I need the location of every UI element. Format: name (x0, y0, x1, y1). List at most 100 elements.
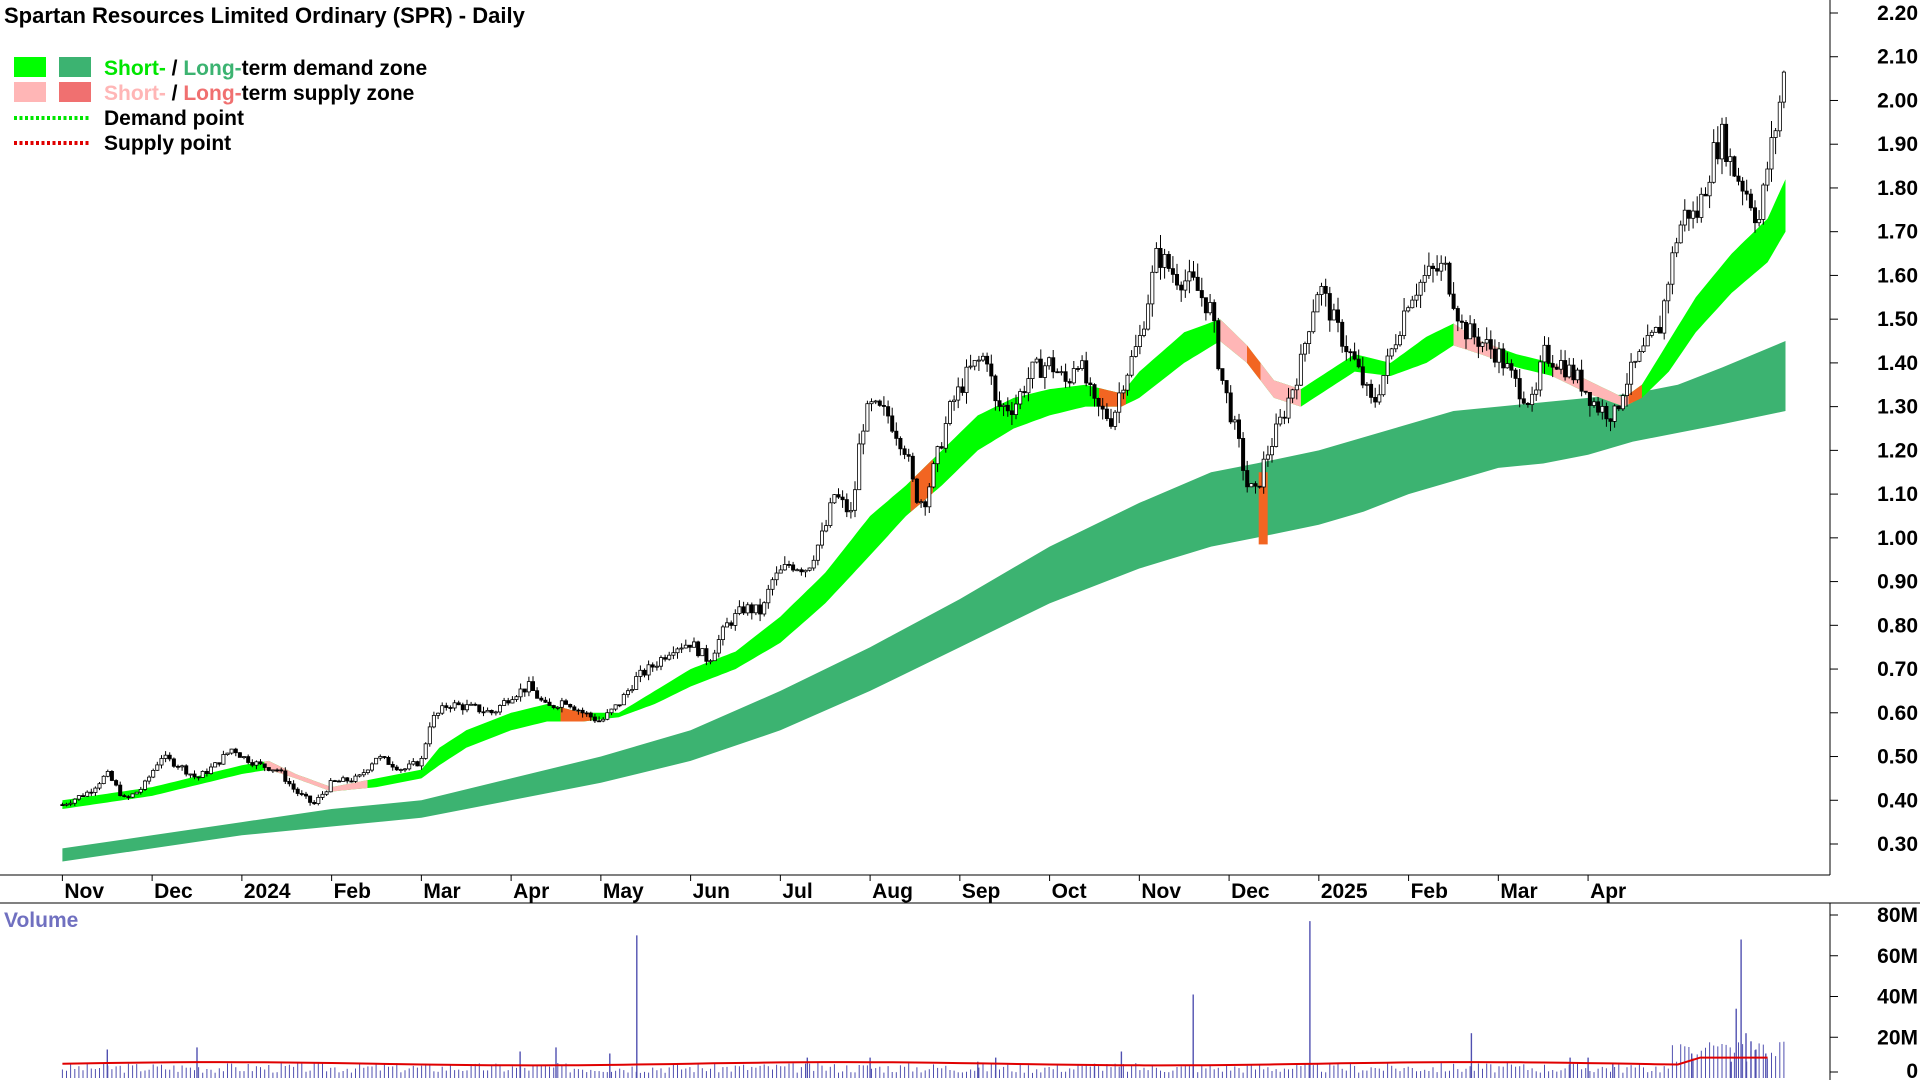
candle-body (1513, 369, 1518, 379)
candle-body (679, 647, 684, 650)
legend-item: Supply point (14, 132, 231, 155)
candle-body (1067, 381, 1072, 384)
candle-body (1724, 123, 1729, 163)
candle-body (1715, 142, 1720, 160)
candle-body (1137, 335, 1142, 348)
candle-body (1224, 380, 1229, 394)
candle-body (1315, 294, 1320, 313)
candle-body (361, 772, 366, 776)
candle-body (1575, 369, 1580, 381)
candle-body (514, 696, 519, 700)
candle-body (266, 767, 271, 771)
volume-average-path (62, 1056, 1768, 1067)
y-tick-label: 1.30 (1877, 396, 1918, 419)
x-tick-label: May (603, 880, 644, 903)
candle-body (1352, 351, 1357, 360)
candle-body (1658, 326, 1663, 334)
legend-label-part: term supply zone (242, 82, 415, 105)
candle-body (597, 720, 602, 723)
volume-y-axis: 80M 60M 40M 20M 0 (1830, 904, 1918, 1080)
candle-body (1542, 344, 1547, 363)
candle-body (287, 781, 292, 785)
candle-body (1468, 323, 1473, 340)
candle-body (1633, 360, 1638, 363)
candle-body (630, 689, 635, 692)
candle-body (1216, 320, 1221, 370)
candle-body (369, 763, 374, 771)
candle-body (993, 375, 998, 402)
candle-body (175, 765, 180, 768)
candle-body (774, 572, 779, 581)
candle-body (1018, 391, 1023, 405)
candle-body (634, 676, 639, 690)
candle-body (1038, 358, 1043, 378)
legend-label-part: term demand zone (242, 57, 428, 80)
candle-body (1063, 371, 1068, 382)
legend-swatch-short (14, 57, 46, 77)
candle-body (1014, 403, 1019, 416)
candle-body (213, 762, 218, 768)
candle-body (1637, 351, 1642, 362)
candle-body (1154, 247, 1159, 273)
candle-body (853, 489, 858, 511)
candle-body (1439, 262, 1444, 272)
candle-body (948, 401, 953, 424)
candle-body (1501, 348, 1506, 369)
candle-body (1385, 355, 1390, 376)
candle-body (456, 702, 461, 706)
candle-body (617, 704, 622, 707)
candle-body (250, 762, 255, 766)
candle-body (1348, 351, 1353, 354)
candle-body (584, 712, 589, 715)
candle-body (1451, 293, 1456, 309)
candle-body (1237, 419, 1242, 439)
y-tick-label: 1.80 (1877, 177, 1918, 200)
candle-body (151, 770, 156, 778)
candle-body (138, 789, 143, 793)
candle-body (1125, 374, 1130, 391)
candle-body (1530, 393, 1535, 405)
y-tick-label: 1.20 (1877, 439, 1918, 462)
candle-body (171, 758, 176, 767)
y-tick-label: 2.00 (1877, 89, 1918, 112)
candle-body (1294, 384, 1299, 391)
candle-body (349, 780, 354, 783)
candle-body (1534, 389, 1539, 395)
candle-body (1096, 397, 1101, 407)
candle-body (1447, 262, 1452, 295)
candle-body (522, 688, 527, 693)
candle-body (939, 446, 944, 449)
candle-body (299, 793, 304, 795)
candle-body (1278, 416, 1283, 425)
candle-body (564, 700, 569, 705)
x-tick-label: Aug (872, 880, 913, 903)
candle-body (1208, 302, 1213, 314)
candle-body (460, 704, 465, 711)
candle-body (1546, 344, 1551, 364)
candle-body (1356, 358, 1361, 368)
candle-body (1265, 454, 1270, 460)
candle-body (1748, 193, 1753, 209)
candle-body (964, 366, 969, 394)
y-tick-label: 0.70 (1877, 658, 1918, 681)
candle-body (1728, 156, 1733, 162)
candle-body (762, 602, 767, 615)
candle-body (592, 716, 597, 722)
candle-body (225, 752, 230, 755)
x-tick-label: Dec (1231, 880, 1270, 903)
candle-body (1765, 168, 1770, 186)
candle-body (1707, 181, 1712, 197)
candle-body (147, 776, 152, 782)
candle-body (981, 355, 986, 361)
candle-body (1393, 344, 1398, 350)
candle-body (815, 544, 820, 561)
candle-body (493, 711, 498, 714)
candle-body (1327, 293, 1332, 321)
candle-body (436, 712, 441, 716)
volume-title: Volume (4, 909, 78, 932)
candle-body (820, 530, 825, 546)
candle-body (1736, 175, 1741, 182)
candle-body (898, 437, 903, 450)
volume-bars (61, 921, 1785, 1078)
